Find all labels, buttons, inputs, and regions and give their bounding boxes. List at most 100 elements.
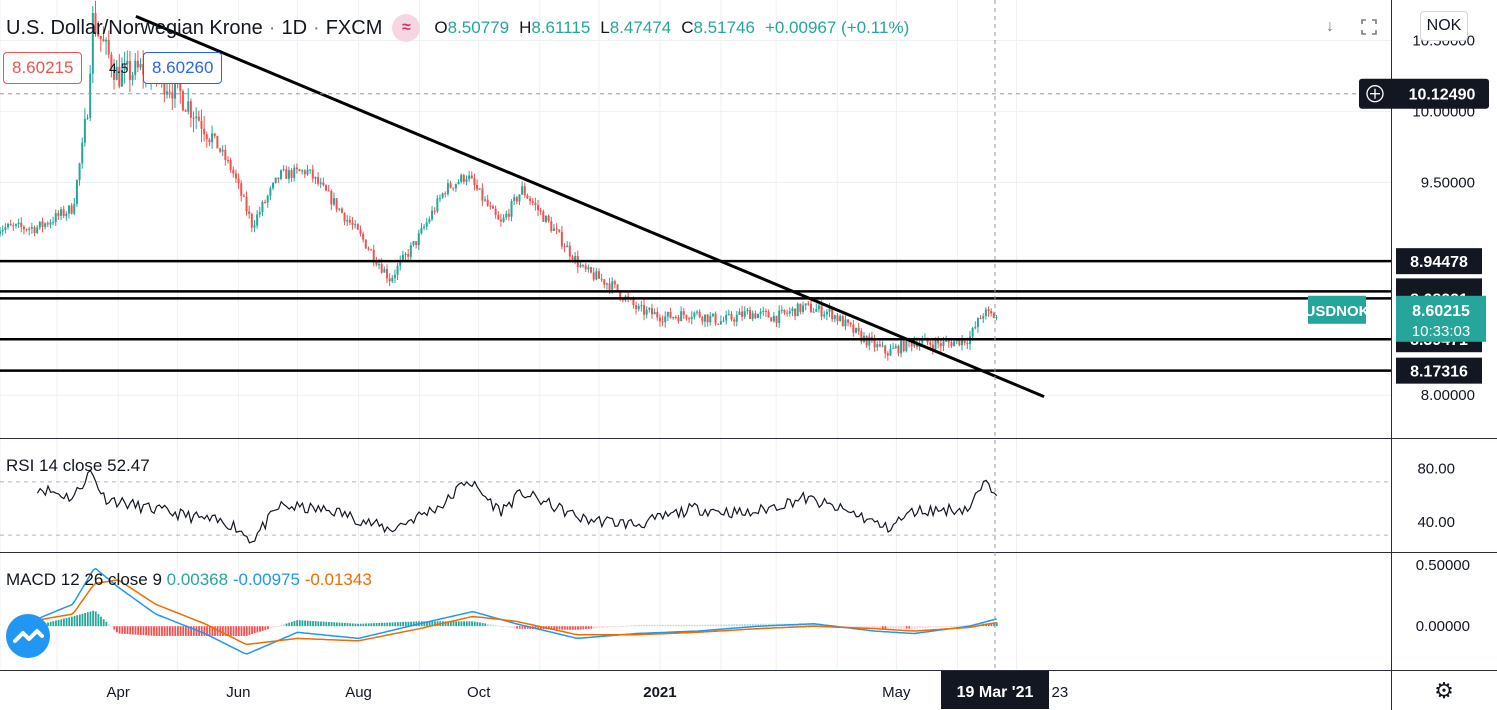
macd-histogram-bar <box>383 622 386 627</box>
compare-wave-icon[interactable]: ≈ <box>392 14 421 42</box>
tradingview-logo-icon[interactable] <box>6 614 50 658</box>
candle-body <box>128 60 131 80</box>
candle-body <box>219 148 222 152</box>
macd-histogram-bar <box>341 622 344 627</box>
candle-body <box>555 228 558 230</box>
symbol-badge[interactable] <box>1308 295 1366 324</box>
macd-histogram-bar <box>844 626 847 627</box>
last-price-label[interactable] <box>1396 295 1486 342</box>
candle-body <box>118 66 121 87</box>
macd-histogram-bar <box>139 626 142 635</box>
candle-body <box>640 305 643 307</box>
chart-header: U.S. Dollar/Norwegian Krone · 1D · FXCM … <box>6 14 909 42</box>
candle-body <box>963 339 966 343</box>
candle-body <box>950 342 953 347</box>
candle-body <box>332 198 335 205</box>
macd-histogram-bar <box>296 620 299 627</box>
settings-gear-icon[interactable]: ⚙ <box>1434 678 1454 703</box>
candle-body <box>817 305 820 310</box>
x-tick-label: 23 <box>1052 684 1069 701</box>
candle-body <box>303 170 306 175</box>
candle-body <box>375 261 378 265</box>
macd-histogram-bar <box>118 626 121 634</box>
macd-histogram-bar <box>555 626 558 630</box>
macd-histogram-bar <box>624 625 627 627</box>
macd-histogram-bar <box>328 621 330 627</box>
macd-histogram-bar <box>714 624 717 627</box>
candle-body <box>711 313 714 316</box>
candle-body <box>804 303 807 306</box>
macd-histogram-bar <box>110 626 113 628</box>
macd-histogram-bar <box>147 626 150 636</box>
download-arrow-icon[interactable]: ↓ <box>1326 18 1334 35</box>
macd-histogram-bar <box>192 626 195 636</box>
macd-histogram-bar <box>805 623 807 627</box>
countdown-text: 10:33:03 <box>1412 323 1470 340</box>
buy-price-button[interactable]: 8.60260 <box>143 52 223 84</box>
candle-body <box>592 272 595 280</box>
macd-histogram-bar <box>958 625 961 627</box>
candle-body <box>385 268 388 279</box>
currency-button[interactable]: NOK <box>1420 11 1468 41</box>
macd-histogram-bar <box>550 626 553 630</box>
macd-histogram-bar <box>224 626 227 636</box>
candle-body <box>62 209 65 217</box>
macd-histogram-bar <box>566 626 569 630</box>
macd-histogram-bar <box>187 626 190 636</box>
candle-body <box>444 193 447 195</box>
candle-body <box>685 315 688 319</box>
macd-histogram-bar <box>333 622 336 627</box>
candle-body <box>735 314 738 322</box>
candle-body <box>340 208 343 213</box>
macd-histogram-bar <box>155 626 158 636</box>
level-price-label[interactable] <box>1396 357 1482 384</box>
candle-body <box>552 228 555 231</box>
macd-signal-line[interactable] <box>37 579 997 646</box>
macd-histogram-bar <box>206 626 208 636</box>
candle-body <box>110 54 113 70</box>
fullscreen-icon[interactable] <box>1355 13 1383 41</box>
macd-histogram-bar <box>762 623 765 627</box>
interval-label[interactable]: 1D <box>281 16 308 39</box>
macd-histogram-bar <box>635 624 638 627</box>
candle-body <box>635 305 638 310</box>
candle-body <box>362 233 365 240</box>
macd-histogram-bar <box>653 624 656 627</box>
candle-body <box>976 318 979 328</box>
candle-body <box>690 316 693 320</box>
symbol-title[interactable]: U.S. Dollar/Norwegian Krone <box>6 16 263 39</box>
macd-histogram-bar <box>176 626 179 636</box>
macd-legend[interactable]: MACD 12 26 close 9 0.00368 -0.00975 -0.0… <box>6 570 372 590</box>
macd-histogram-bar <box>163 626 166 636</box>
crosshair-plus-icon[interactable] <box>1366 85 1384 103</box>
level-price-label[interactable] <box>1396 248 1482 275</box>
candle-body <box>542 211 545 222</box>
candle-body <box>462 174 465 182</box>
candle-body <box>420 227 423 234</box>
candle-body <box>415 241 418 245</box>
candle-body <box>847 319 850 323</box>
rsi-line[interactable] <box>36 469 998 544</box>
trendline[interactable] <box>135 14 1045 399</box>
macd-histogram-bar <box>924 626 927 628</box>
candle-body <box>802 305 805 312</box>
macd-histogram-bar <box>722 624 725 627</box>
macd-histogram-bar <box>169 626 171 636</box>
candle-body <box>232 169 235 174</box>
candle-body <box>767 311 770 318</box>
macd-histogram-bar <box>887 626 889 629</box>
sell-price-button[interactable]: 8.60215 <box>3 52 83 84</box>
candle-body <box>261 201 264 212</box>
candle-body <box>52 222 55 224</box>
rsi-legend[interactable]: RSI 14 close 52.47 <box>6 456 150 476</box>
candle-body <box>786 312 789 314</box>
macd-histogram-bar <box>622 626 624 627</box>
candle-body <box>515 197 518 202</box>
macd-histogram-bar <box>579 626 582 630</box>
candle-body <box>825 311 828 315</box>
candle-body <box>688 318 691 320</box>
spread-value: 4.5 <box>109 60 129 76</box>
macd-histogram-bar <box>78 614 81 627</box>
